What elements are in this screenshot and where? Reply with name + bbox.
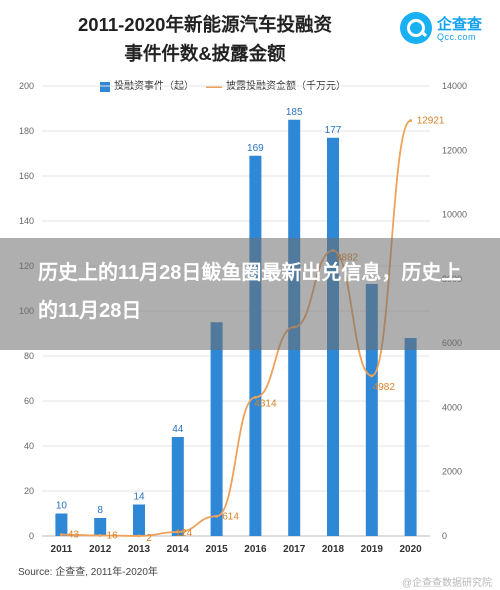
x-tick-label: 2013	[128, 544, 151, 555]
bar-2013	[133, 504, 145, 536]
bar-2012	[94, 518, 107, 536]
logo-domain: Qcc.com	[437, 32, 477, 42]
y-left-tick-label: 160	[19, 171, 34, 181]
x-tick-label: 2011	[51, 544, 73, 555]
bar-value-label: 44	[172, 424, 184, 435]
line-point-2019	[370, 374, 374, 378]
bar-2015	[210, 322, 223, 536]
line-point-2020	[409, 119, 413, 123]
x-tick-label: 2019	[361, 544, 384, 555]
logo-name: 企查查	[437, 16, 483, 33]
y-right-tick-label: 0	[442, 531, 447, 541]
bar-2020	[404, 338, 417, 536]
y-right-tick-label: 14000	[442, 81, 467, 91]
y-right-tick-label: 2000	[442, 467, 462, 477]
line-point-2012	[98, 533, 102, 537]
chart-title: 2011-2020年新能源汽车投融资 事件件数&披露金额	[20, 10, 390, 68]
chart-title-line-2: 事件件数&披露金额	[124, 43, 286, 64]
x-tick-label: 2017	[283, 544, 306, 555]
headline-banner: 历史上的11月28日鲅鱼圈最新出兑信息，历史上的11月28日	[0, 238, 500, 350]
y-left-tick-label: 20	[24, 486, 34, 496]
bar-2011	[55, 513, 68, 536]
y-left-tick-label: 80	[24, 351, 34, 361]
legend-bar-swatch	[100, 82, 110, 92]
magnifier-logo-icon	[400, 12, 432, 44]
x-tick-label: 2020	[399, 544, 422, 555]
x-tick-label: 2012	[89, 544, 112, 555]
y-left-tick-label: 40	[24, 441, 34, 451]
line-point-2013	[137, 534, 141, 538]
bar-value-label: 8	[97, 505, 103, 516]
chart-title-line-1: 2011-2020年新能源汽车投融资	[78, 14, 332, 35]
line-value-label: 12921	[417, 116, 445, 127]
line-value-label: 4982	[373, 382, 396, 393]
x-tick-label: 2015	[205, 544, 228, 555]
y-right-tick-label: 10000	[442, 210, 467, 220]
line-value-label: 124	[175, 528, 192, 539]
bar-value-label: 14	[133, 492, 145, 503]
bar-value-label: 10	[56, 501, 68, 512]
x-tick-label: 2016	[244, 544, 267, 555]
legend-line-swatch	[206, 86, 222, 88]
y-left-tick-label: 60	[24, 396, 34, 406]
line-point-2011	[59, 533, 63, 537]
line-point-2014	[176, 530, 180, 534]
watermark: @企查查数据研究院	[401, 578, 492, 589]
y-right-tick-label: 4000	[442, 402, 462, 412]
line-value-label: 43	[68, 530, 80, 541]
y-left-tick-label: 200	[19, 81, 34, 91]
headline-text: 历史上的11月28日鲅鱼圈最新出兑信息，历史上的11月28日	[38, 262, 462, 322]
y-left-tick-label: 180	[19, 126, 34, 136]
bar-2014	[171, 437, 184, 536]
line-point-2016	[253, 395, 257, 399]
y-left-tick-label: 140	[19, 216, 34, 226]
line-value-label: 4314	[254, 398, 277, 409]
y-right-tick-label: 12000	[442, 145, 467, 155]
line-value-label: 16	[107, 530, 119, 541]
bar-value-label: 185	[286, 107, 303, 118]
y-left-tick-label: 0	[29, 531, 34, 541]
line-value-label: 2	[146, 533, 152, 544]
bar-value-label: 169	[247, 143, 264, 154]
x-tick-label: 2018	[322, 544, 345, 555]
line-value-label: 614	[222, 511, 239, 522]
x-tick-label: 2014	[167, 544, 190, 555]
qcc-logo: 企查查 Qcc.com	[400, 10, 486, 50]
chart-source: Source: 企查查, 2011年-2020年	[18, 567, 158, 578]
line-point-2015	[215, 514, 219, 518]
bar-value-label: 177	[325, 125, 342, 136]
